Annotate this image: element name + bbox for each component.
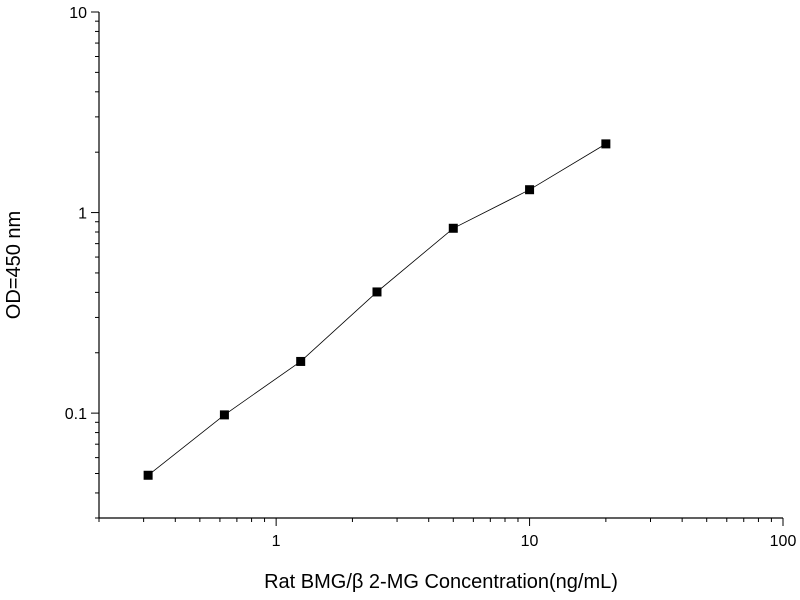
axis-ticks: 1 10 100 0.1 1 10 xyxy=(65,5,797,550)
data-point xyxy=(372,287,382,297)
y-tick-label: 0.1 xyxy=(65,406,87,423)
x-axis-title: Rat BMG/β 2-MG Concentration(ng/mL) xyxy=(264,571,618,593)
data-point xyxy=(219,410,229,420)
data-point xyxy=(143,470,153,480)
data-point xyxy=(296,356,306,366)
x-tick-label: 1 xyxy=(272,533,281,550)
data-point xyxy=(448,223,458,233)
series-line xyxy=(147,143,607,476)
data-point xyxy=(525,185,535,195)
axes xyxy=(98,12,783,519)
y-tick-label: 10 xyxy=(69,5,87,22)
x-tick-label: 100 xyxy=(770,533,797,550)
data-point xyxy=(601,139,611,149)
y-axis-title: OD=450 nm xyxy=(3,211,25,319)
data-series xyxy=(143,139,611,480)
y-tick-label: 1 xyxy=(78,206,87,223)
x-tick-label: 10 xyxy=(521,533,539,550)
